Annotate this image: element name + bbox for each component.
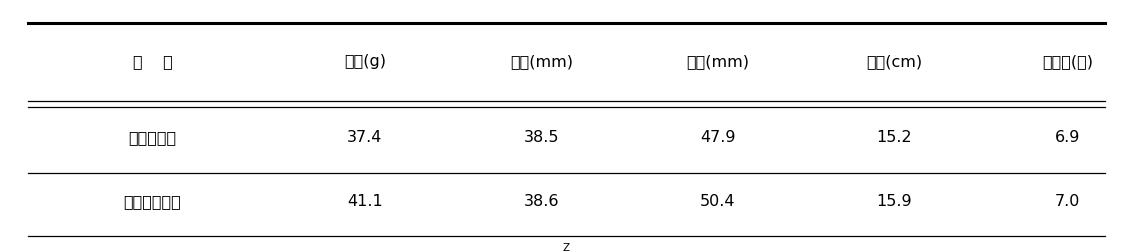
Text: 41.1: 41.1 <box>347 194 383 209</box>
Text: 구중(g): 구중(g) <box>344 54 386 69</box>
Text: 구폭(mm): 구폭(mm) <box>686 54 749 69</box>
Text: 인편수(개): 인편수(개) <box>1042 54 1094 69</box>
Text: Z: Z <box>563 243 570 252</box>
Text: 구주(cm): 구주(cm) <box>866 54 922 69</box>
Text: 구    분: 구 분 <box>132 54 173 69</box>
Text: 50.4: 50.4 <box>699 194 736 209</box>
Text: 37.4: 37.4 <box>347 130 383 145</box>
Text: 구고(mm): 구고(mm) <box>510 54 573 69</box>
Text: 38.6: 38.6 <box>523 194 559 209</box>
Text: 47.9: 47.9 <box>699 130 736 145</box>
Text: 15.9: 15.9 <box>876 194 912 209</box>
Text: 38.5: 38.5 <box>523 130 559 145</box>
Text: 조직배양종구: 조직배양종구 <box>123 194 182 209</box>
Text: 7.0: 7.0 <box>1055 194 1080 209</box>
Text: 가의도종구: 가의도종구 <box>129 130 176 145</box>
Text: 6.9: 6.9 <box>1055 130 1080 145</box>
Text: 15.2: 15.2 <box>876 130 912 145</box>
